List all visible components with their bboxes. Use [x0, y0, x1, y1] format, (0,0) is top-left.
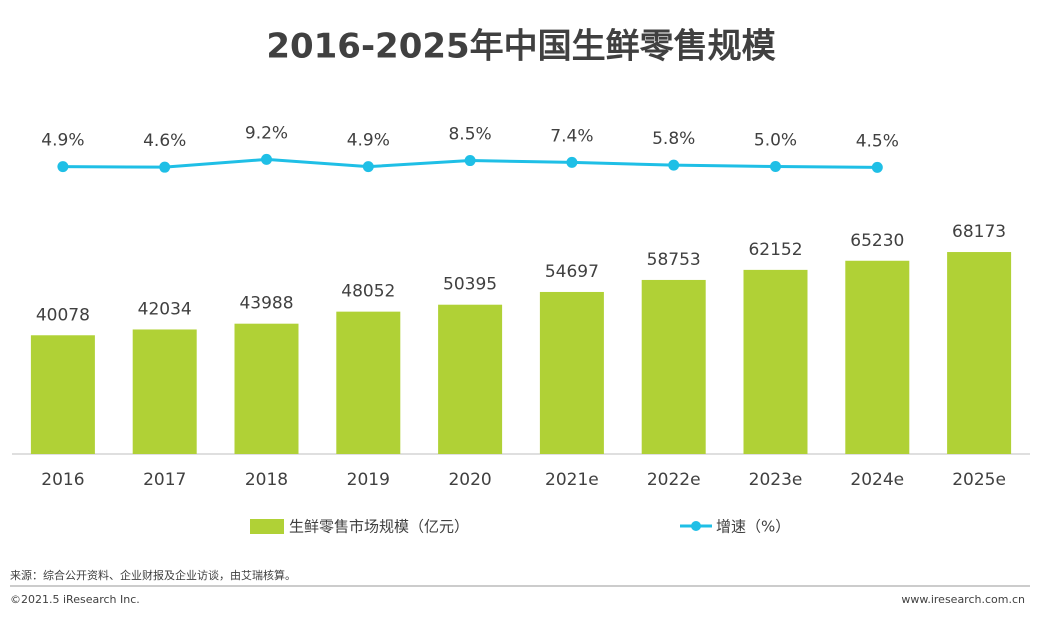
x-tick-label: 2025e — [952, 470, 1006, 490]
source-note: 来源：综合公开资料、企业财报及企业访谈，由艾瑞核算。 — [10, 568, 296, 582]
data-label: 4.9% — [41, 131, 84, 151]
bar — [743, 269, 808, 454]
data-label: 54697 — [545, 262, 599, 282]
data-label: 48052 — [341, 282, 395, 302]
bar — [30, 335, 95, 454]
bar — [641, 279, 706, 454]
x-tick-label: 2024e — [850, 470, 904, 490]
x-tick-label: 2016 — [41, 470, 84, 490]
data-label: 43988 — [239, 294, 293, 314]
data-label: 4.9% — [347, 131, 390, 151]
line-point — [57, 161, 69, 173]
data-label: 62152 — [748, 240, 802, 260]
data-label: 40078 — [36, 305, 90, 325]
chart-title: 2016-2025年中国生鲜零售规模 — [266, 27, 775, 67]
x-tick-label: 2022e — [647, 470, 701, 490]
bar — [234, 323, 299, 454]
data-label: 65230 — [850, 231, 904, 251]
data-label: 7.4% — [550, 126, 593, 146]
bar — [336, 311, 401, 454]
data-label: 5.8% — [652, 129, 695, 149]
x-tick-label: 2021e — [545, 470, 599, 490]
x-tick-label: 2017 — [143, 470, 186, 490]
bar — [132, 329, 197, 454]
legend-label: 生鲜零售市场规模（亿元） — [289, 518, 469, 536]
line-point — [668, 159, 680, 171]
x-tick-label: 2020 — [448, 470, 491, 490]
legend-swatch-bar — [250, 519, 284, 534]
bar — [438, 304, 503, 454]
line-point — [770, 161, 781, 172]
bar — [539, 291, 604, 454]
data-label: 58753 — [647, 250, 701, 270]
x-tick-label: 2023e — [749, 470, 803, 490]
data-label: 8.5% — [448, 125, 491, 145]
data-label: 5.0% — [754, 131, 797, 151]
copyright: ©2021.5 iResearch Inc. — [10, 593, 140, 606]
website: www.iresearch.com.cn — [901, 593, 1025, 606]
legend-label: 增速（%） — [716, 518, 790, 536]
line-point — [261, 153, 272, 165]
data-label: 4.5% — [856, 131, 899, 151]
line-point — [464, 155, 476, 167]
line-point — [871, 161, 883, 173]
data-label: 68173 — [952, 222, 1006, 242]
data-label: 9.2% — [245, 123, 288, 143]
line-point — [159, 161, 171, 173]
data-label: 4.6% — [143, 131, 186, 151]
data-label: 50395 — [443, 275, 497, 295]
data-label: 42034 — [138, 299, 192, 319]
x-tick-label: 2019 — [347, 470, 390, 490]
bar — [947, 252, 1012, 454]
line-point — [362, 161, 374, 173]
bar — [845, 260, 910, 454]
line-point — [566, 156, 578, 168]
legend-swatch-dot — [691, 521, 701, 531]
x-tick-label: 2018 — [245, 470, 288, 490]
